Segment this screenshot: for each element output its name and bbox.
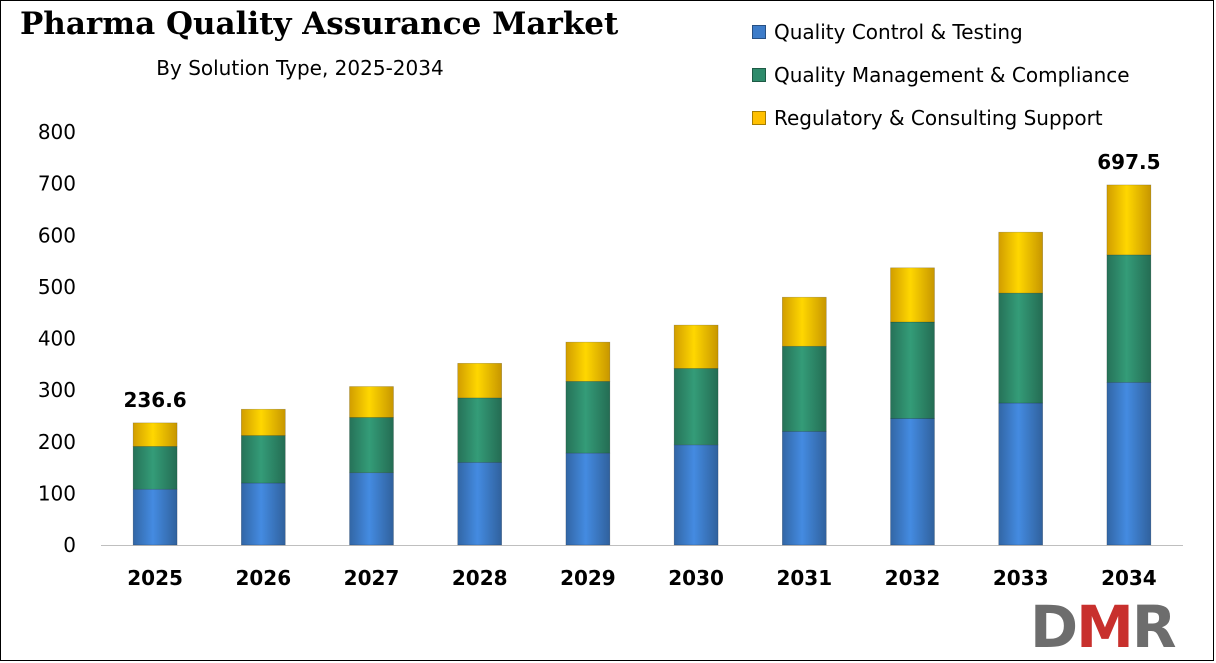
bar-regulatory-consulting-support-2033 [998, 231, 1044, 294]
bar-quality-control-testing-2032 [890, 418, 935, 546]
x-tick-label-2027: 2027 [344, 566, 400, 590]
legend-swatch-quality-control [752, 24, 766, 39]
bar-quality-management-compliance-2027 [349, 417, 394, 474]
bar-quality-management-compliance-2026 [241, 435, 286, 484]
bar-regulatory-consulting-support-2027 [349, 386, 394, 418]
bar-regulatory-consulting-support-2031 [781, 296, 827, 347]
y-tick-label: 600 [38, 223, 76, 247]
bar-quality-control-testing-2031 [781, 431, 827, 546]
x-tick-label-2031: 2031 [776, 566, 832, 590]
y-tick-label: 400 [38, 327, 76, 351]
bar-quality-management-compliance-2034 [1106, 254, 1152, 383]
y-tick-label: 500 [38, 275, 76, 299]
y-tick-label: 800 [38, 120, 76, 144]
x-tick-label-2028: 2028 [452, 566, 508, 590]
legend-item-quality-management: Quality Management & Compliance [752, 53, 1130, 96]
legend-item-regulatory-consulting: Regulatory & Consulting Support [752, 96, 1130, 139]
bar-quality-management-compliance-2028 [457, 397, 503, 463]
data-label-2034: 697.5 [1097, 150, 1160, 174]
x-tick-label-2033: 2033 [993, 566, 1049, 590]
legend-label-quality-management: Quality Management & Compliance [774, 62, 1130, 87]
y-tick-label: 0 [63, 533, 76, 557]
bar-regulatory-consulting-support-2029 [565, 341, 611, 382]
bar-quality-control-testing-2034 [1106, 382, 1152, 546]
bar-quality-control-testing-2028 [457, 462, 503, 546]
bar-regulatory-consulting-support-2034 [1106, 184, 1152, 256]
y-tick-label: 700 [38, 172, 76, 196]
bar-quality-control-testing-2033 [998, 402, 1044, 546]
y-tick-label: 200 [38, 430, 76, 454]
bar-quality-management-compliance-2025 [132, 446, 178, 490]
legend-label-regulatory-consulting: Regulatory & Consulting Support [774, 105, 1103, 130]
x-tick-label-2034: 2034 [1101, 566, 1157, 590]
bar-quality-management-compliance-2030 [673, 368, 719, 446]
x-tick-label-2029: 2029 [560, 566, 616, 590]
bar-regulatory-consulting-support-2025 [132, 422, 178, 447]
legend-swatch-quality-management [752, 67, 766, 82]
x-tick-label-2032: 2032 [885, 566, 941, 590]
legend-item-quality-control: Quality Control & Testing [752, 10, 1130, 53]
x-tick-label-2030: 2030 [668, 566, 724, 590]
bar-regulatory-consulting-support-2028 [457, 362, 503, 399]
bar-regulatory-consulting-support-2032 [890, 267, 935, 323]
bar-quality-management-compliance-2032 [890, 321, 935, 419]
legend-swatch-regulatory-consulting [752, 110, 766, 125]
bar-quality-management-compliance-2029 [565, 381, 611, 454]
y-tick-label: 300 [38, 378, 76, 402]
bar-quality-control-testing-2026 [241, 482, 286, 546]
legend-label-quality-control: Quality Control & Testing [774, 19, 1023, 44]
bar-quality-control-testing-2029 [565, 452, 611, 546]
chart-subtitle: By Solution Type, 2025-2034 [156, 56, 444, 80]
x-tick-label-2026: 2026 [235, 566, 291, 590]
bar-quality-management-compliance-2033 [998, 292, 1044, 404]
bar-regulatory-consulting-support-2026 [241, 408, 286, 436]
chart-title: Pharma Quality Assurance Market [20, 6, 619, 42]
y-tick-label: 100 [38, 481, 76, 505]
bar-quality-control-testing-2030 [673, 444, 719, 546]
bar-quality-control-testing-2027 [349, 472, 394, 546]
x-tick-label-2025: 2025 [127, 566, 183, 590]
legend: Quality Control & Testing Quality Manage… [752, 10, 1130, 139]
dmr-logo: DMR [1030, 593, 1177, 661]
bar-quality-control-testing-2025 [132, 488, 178, 546]
bar-quality-management-compliance-2031 [781, 345, 827, 432]
bar-regulatory-consulting-support-2030 [673, 324, 719, 369]
data-label-2025: 236.6 [123, 388, 186, 412]
